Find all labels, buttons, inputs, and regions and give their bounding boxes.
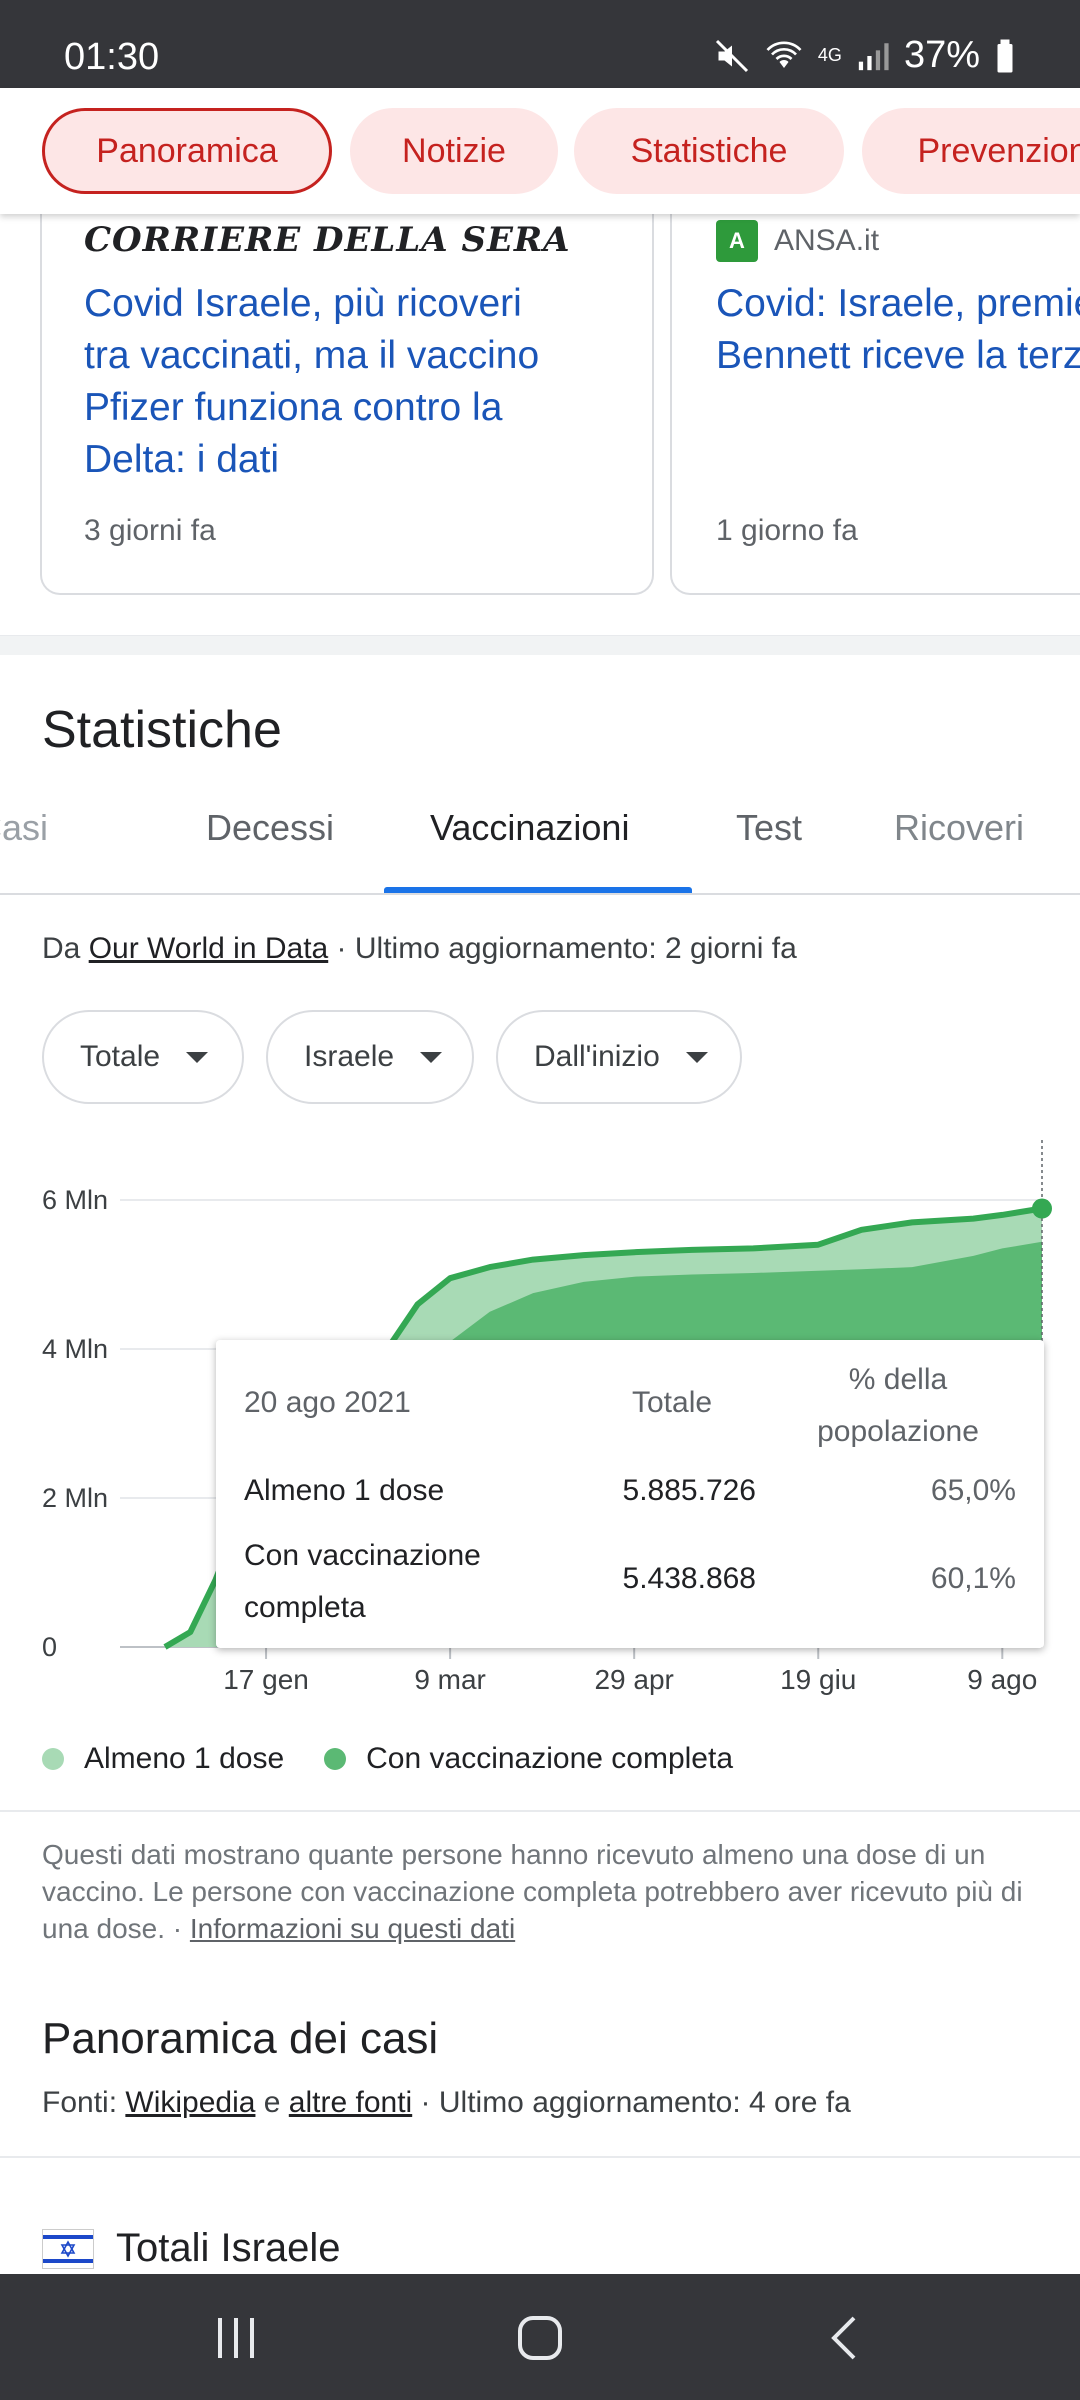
y-tick-label: 2 Mln: [42, 1483, 108, 1513]
battery-level: 37%: [903, 34, 980, 76]
filter-period-dropdown[interactable]: Dall'inizio: [496, 1010, 742, 1104]
about-data-link[interactable]: Informazioni su questi dati: [189, 1913, 516, 1944]
section-divider: [0, 635, 1080, 655]
chart-tooltip: 20 ago 2021 Totale % della popolazione A…: [216, 1340, 1044, 1648]
stats-tabs: Casi Decessi Vaccinazioni Test Ricoveri: [0, 785, 1080, 895]
israel-flag-icon: [42, 2228, 94, 2269]
other-sources-link[interactable]: altre fonti: [288, 2086, 413, 2119]
chip-prevenzione[interactable]: Prevenzione: [862, 108, 1080, 194]
tooltip-row-label: Almeno 1 dose: [244, 1474, 445, 1507]
x-tick-label: 9 mar: [414, 1664, 486, 1695]
tooltip-row-label: Con vaccinazione completa: [244, 1539, 481, 1624]
chip-statistiche[interactable]: Statistiche: [574, 108, 844, 194]
news-source-logo: CORRIERE DELLA SERA: [84, 220, 571, 260]
tab-vaccinazioni[interactable]: Vaccinazioni: [430, 807, 630, 848]
source-link[interactable]: Our World in Data: [88, 932, 329, 965]
news-title[interactable]: Covid: Israele, premier Bennett riceve l…: [716, 282, 1080, 377]
wikipedia-link[interactable]: Wikipedia: [125, 2086, 256, 2119]
filter-label: Totale: [80, 1040, 161, 1073]
x-tick-label: 17 gen: [223, 1664, 309, 1695]
news-time: 1 giorno fa: [716, 514, 858, 547]
news-time: 3 giorni fa: [84, 514, 216, 547]
news-source: CORRIERE DELLA SERA: [84, 220, 571, 260]
mute-icon: [715, 39, 748, 72]
chip-panoramica[interactable]: Panoramica: [42, 108, 332, 194]
sources-conjunction: e: [255, 2086, 289, 2119]
signal-icon: [858, 42, 889, 70]
tooltip-row-pct: 65,0%: [930, 1474, 1016, 1507]
news-source-name: ANSA.it: [774, 224, 880, 257]
status-time: 01:30: [64, 36, 160, 78]
tab-decessi[interactable]: Decessi: [206, 807, 335, 848]
tooltip-date: 20 ago 2021: [244, 1386, 411, 1419]
news-source: A ANSA.it: [716, 220, 879, 262]
status-icons: 4G 37%: [714, 34, 1016, 77]
back-icon[interactable]: [826, 2314, 860, 2362]
sources-prefix: Fonti:: [42, 2086, 126, 2119]
tooltip-col-total: Totale: [632, 1386, 713, 1419]
tab-test[interactable]: Test: [736, 807, 803, 848]
news-title[interactable]: Covid Israele, più ricoveri tra vaccinat…: [84, 282, 540, 481]
active-tab-indicator: [384, 887, 692, 893]
y-tick-label: 6 Mln: [42, 1185, 108, 1215]
data-source-line: Da Our World in Data · Ultimo aggiorname…: [42, 932, 797, 966]
description-text: Questi dati mostrano quante persone hann…: [42, 1839, 1023, 1944]
filter-metric-dropdown[interactable]: Totale: [42, 1010, 244, 1104]
tab-casi[interactable]: Casi: [0, 807, 49, 848]
tooltip-row-pct: 60,1%: [930, 1562, 1016, 1595]
legend-item: Con vaccinazione completa: [366, 1742, 734, 1775]
legend-item: Almeno 1 dose: [84, 1742, 285, 1775]
description-separator: ·: [165, 1913, 190, 1944]
divider: [0, 1810, 1080, 1812]
filter-label: Dall'inizio: [534, 1040, 660, 1073]
data-description: Questi dati mostrano quante persone hann…: [42, 1836, 1052, 1947]
source-updated: · Ultimo aggiornamento: 2 giorni fa: [328, 932, 797, 965]
caret-down-icon: [420, 1051, 443, 1063]
chip-notizie[interactable]: Notizie: [350, 108, 558, 194]
tooltip-row-total: 5.438.868: [622, 1562, 756, 1595]
chart-legend: Almeno 1 dose Con vaccinazione completa: [42, 1742, 733, 1776]
hover-point: [1032, 1198, 1052, 1219]
tooltip-col-pct: % della popolazione: [817, 1363, 979, 1448]
news-card[interactable]: A ANSA.it Covid: Israele, premier Bennet…: [670, 170, 1080, 595]
ansa-logo-icon: A: [716, 220, 758, 262]
legend-swatch: [42, 1748, 64, 1770]
battery-icon: [997, 39, 1013, 72]
news-card[interactable]: CORRIERE DELLA SERA Covid Israele, più r…: [40, 170, 654, 595]
y-tick-label: 4 Mln: [42, 1334, 108, 1364]
x-tick-label: 19 giu: [780, 1664, 856, 1695]
country-totals-header: Totali Israele: [42, 2226, 341, 2271]
caret-down-icon: [186, 1051, 209, 1063]
filter-label: Israele: [304, 1040, 395, 1073]
wifi-icon: [766, 40, 802, 68]
system-nav-bar: [0, 2274, 1080, 2400]
case-sources-line: Fonti: Wikipedia e altre fonti · Ultimo …: [42, 2086, 851, 2120]
source-prefix: Da: [42, 932, 89, 965]
tab-ricoveri[interactable]: Ricoveri: [894, 807, 1025, 848]
y-tick-label: 0: [42, 1632, 57, 1662]
status-bar: 01:30 4G 37%: [0, 0, 1080, 88]
x-tick-label: 9 ago: [967, 1664, 1037, 1695]
case-overview-title: Panoramica dei casi: [42, 2014, 439, 2063]
tooltip-row-total: 5.885.726: [622, 1474, 756, 1507]
network-type: 4G: [817, 45, 842, 65]
home-icon[interactable]: [516, 2314, 564, 2362]
divider: [0, 2156, 1080, 2158]
topic-chip-bar: Panoramica Notizie Statistiche Prevenzio…: [0, 88, 1080, 214]
legend-swatch: [324, 1748, 347, 1770]
country-totals-title: Totali Israele: [116, 2226, 341, 2270]
recent-apps-icon[interactable]: [214, 2316, 258, 2360]
stats-title: Statistiche: [42, 701, 282, 759]
caret-down-icon: [685, 1051, 708, 1063]
filter-country-dropdown[interactable]: Israele: [266, 1010, 474, 1104]
sources-updated: · Ultimo aggiornamento: 4 ore fa: [412, 2086, 851, 2119]
x-tick-label: 29 apr: [594, 1664, 673, 1695]
